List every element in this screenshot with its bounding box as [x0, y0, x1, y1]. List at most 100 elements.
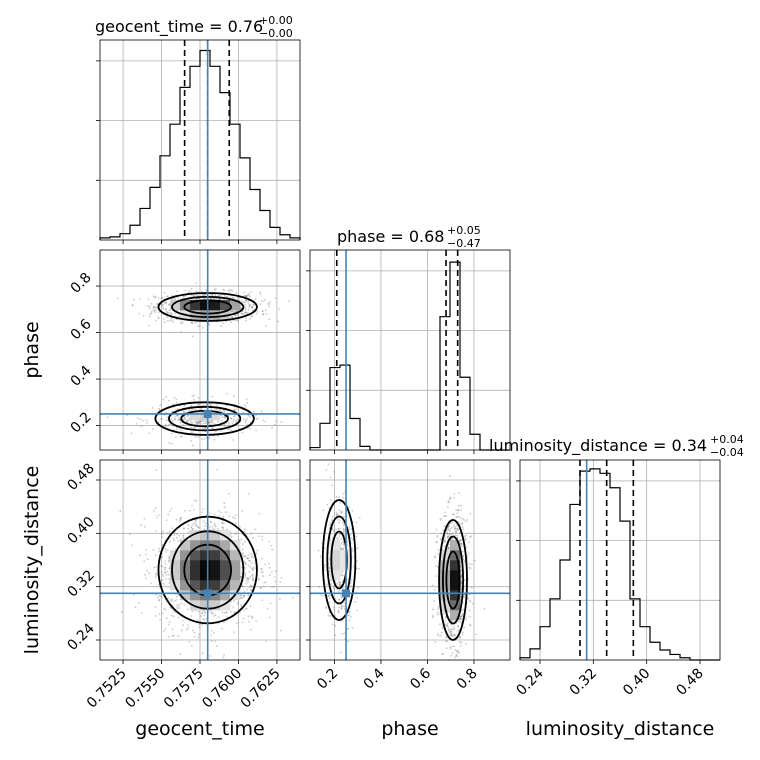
sample-point	[152, 548, 155, 551]
sample-point	[130, 544, 133, 547]
sample-point	[463, 595, 466, 598]
density-block	[200, 560, 211, 571]
sample-point	[268, 318, 271, 321]
sample-point	[214, 430, 217, 433]
sample-point	[337, 581, 340, 584]
sample-point	[449, 628, 452, 631]
sample-point	[460, 575, 463, 578]
sample-point	[249, 303, 252, 306]
sample-point	[244, 572, 247, 575]
sample-point	[177, 418, 180, 421]
sample-point	[177, 414, 180, 417]
sample-point	[186, 415, 189, 418]
density-block	[190, 530, 201, 541]
sample-point	[433, 588, 436, 591]
sample-point	[160, 532, 163, 534]
sample-point	[182, 624, 185, 627]
sample-point	[251, 315, 254, 318]
sample-point	[252, 569, 254, 572]
sample-point	[450, 654, 453, 657]
truth-marker	[203, 409, 212, 418]
contour-level	[326, 515, 352, 605]
sample-point	[192, 629, 194, 632]
sample-point	[152, 428, 154, 430]
sample-point	[249, 629, 252, 631]
sample-point	[241, 431, 244, 434]
sample-point	[348, 526, 351, 528]
sample-point	[447, 547, 450, 550]
sample-point	[232, 439, 235, 441]
sample-point	[194, 524, 197, 527]
sample-point	[351, 538, 354, 541]
sample-point	[264, 563, 267, 566]
sample-point	[209, 521, 212, 524]
sample-point	[469, 567, 472, 570]
sample-point	[247, 308, 250, 311]
sample-point	[247, 414, 250, 417]
sample-point	[168, 532, 171, 535]
sample-point	[240, 575, 242, 578]
sample-point	[190, 422, 193, 425]
sample-point	[205, 420, 207, 423]
sample-point	[453, 633, 456, 636]
sample-point	[261, 568, 263, 571]
sample-point	[470, 586, 473, 589]
sample-point	[334, 624, 336, 627]
sample-point	[444, 515, 447, 518]
density-block	[450, 600, 461, 611]
pair-luminosity_distance-ytick-label: 0.48	[64, 460, 97, 493]
density-block	[190, 540, 201, 551]
sample-point	[249, 589, 252, 592]
sample-point	[175, 428, 178, 430]
sample-point	[447, 546, 450, 549]
sample-point	[158, 407, 161, 410]
contour-level	[168, 405, 242, 432]
sample-point	[212, 615, 215, 617]
sample-point	[440, 517, 443, 520]
sample-point	[444, 545, 446, 547]
density-block	[450, 550, 461, 561]
sample-point	[157, 316, 160, 319]
xlabel-phase: phase	[381, 718, 438, 740]
sample-point	[170, 313, 173, 316]
sample-point	[183, 509, 186, 512]
sample-point	[145, 549, 148, 551]
sample-point	[131, 304, 134, 307]
sample-point	[457, 509, 460, 511]
sample-point	[240, 594, 243, 597]
density-block	[200, 530, 211, 541]
sample-point	[249, 584, 252, 587]
sample-point	[190, 404, 193, 407]
sample-point	[169, 606, 172, 609]
sample-point	[249, 552, 252, 555]
sample-point	[454, 634, 456, 637]
density-block	[190, 590, 201, 601]
sample-point	[223, 654, 226, 656]
panel-hist-phase	[306, 249, 511, 454]
sample-point	[183, 417, 186, 419]
sample-point	[259, 303, 262, 306]
sample-point	[236, 602, 239, 605]
sample-point	[252, 579, 255, 582]
sample-point	[452, 513, 455, 516]
sample-point	[158, 409, 161, 412]
sample-point	[213, 288, 216, 291]
sample-point	[431, 616, 434, 618]
sample-point	[450, 623, 453, 626]
sample-point	[460, 542, 463, 545]
sample-point	[334, 615, 337, 617]
sample-point	[165, 396, 168, 399]
sample-point	[164, 567, 167, 569]
sample-point	[338, 585, 340, 588]
sample-point	[209, 293, 212, 296]
sample-point	[223, 424, 225, 427]
sample-point	[435, 575, 438, 577]
sample-point	[166, 311, 169, 314]
sample-point	[180, 435, 183, 438]
sample-point	[183, 603, 186, 606]
sample-point	[455, 524, 458, 527]
sample-point	[244, 317, 247, 320]
sample-point	[459, 517, 462, 520]
density-block	[190, 550, 201, 561]
sample-point	[157, 317, 160, 319]
